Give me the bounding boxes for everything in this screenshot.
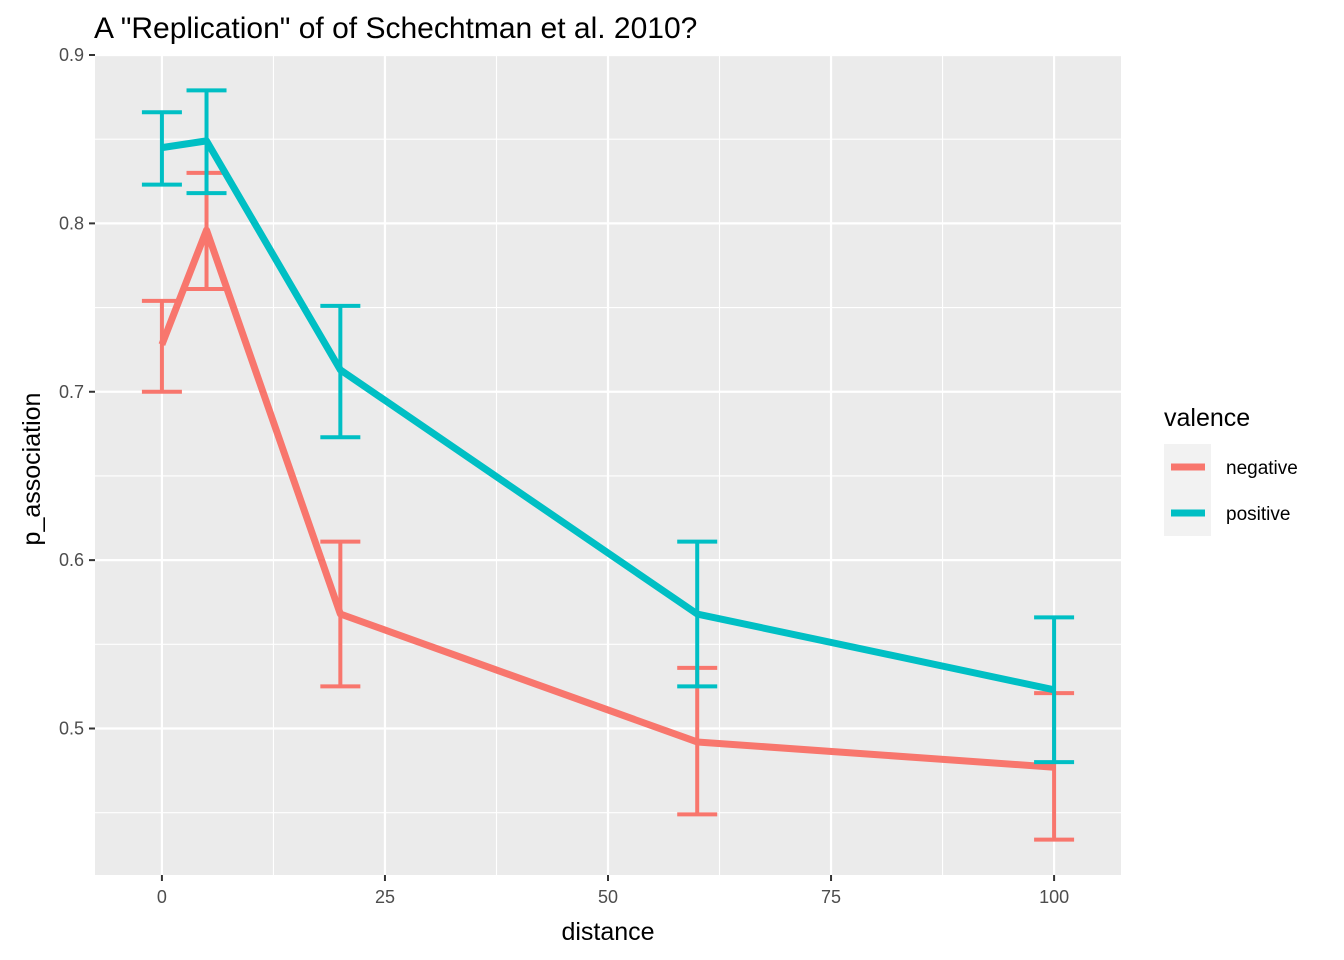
y-tick-label: 0.8 [59, 213, 84, 233]
legend-label: negative [1226, 458, 1298, 479]
y-tick-label: 0.6 [59, 550, 84, 570]
y-tick-label: 0.5 [59, 719, 84, 739]
series-layer [141, 88, 1075, 842]
major-gridlines [95, 53, 1121, 875]
series-positive [141, 88, 1075, 765]
series-negative [141, 170, 1075, 842]
axes: 0 25 50 75 100 0.5 0.6 0.7 0.8 0.9 [59, 45, 1069, 907]
x-tick-label: 25 [375, 887, 395, 907]
y-tick-label: 0.7 [59, 382, 84, 402]
legend-key-background [1164, 444, 1211, 536]
x-tick-label: 100 [1039, 887, 1069, 907]
series-line [158, 226, 1055, 771]
x-axis-title: distance [561, 918, 654, 946]
error-bar [141, 110, 182, 187]
y-tick-label: 0.9 [59, 45, 84, 65]
x-tick-label: 0 [157, 887, 167, 907]
chart-title: A "Replication" of of Schechtman et al. … [94, 12, 697, 45]
series-line [161, 137, 1055, 694]
legend: valence negative positive [1164, 404, 1298, 536]
x-tick-label: 75 [821, 887, 841, 907]
x-tick-label: 50 [598, 887, 618, 907]
legend-label: positive [1226, 504, 1290, 525]
legend-title: valence [1164, 404, 1250, 432]
y-axis-title: p_association [18, 393, 46, 546]
